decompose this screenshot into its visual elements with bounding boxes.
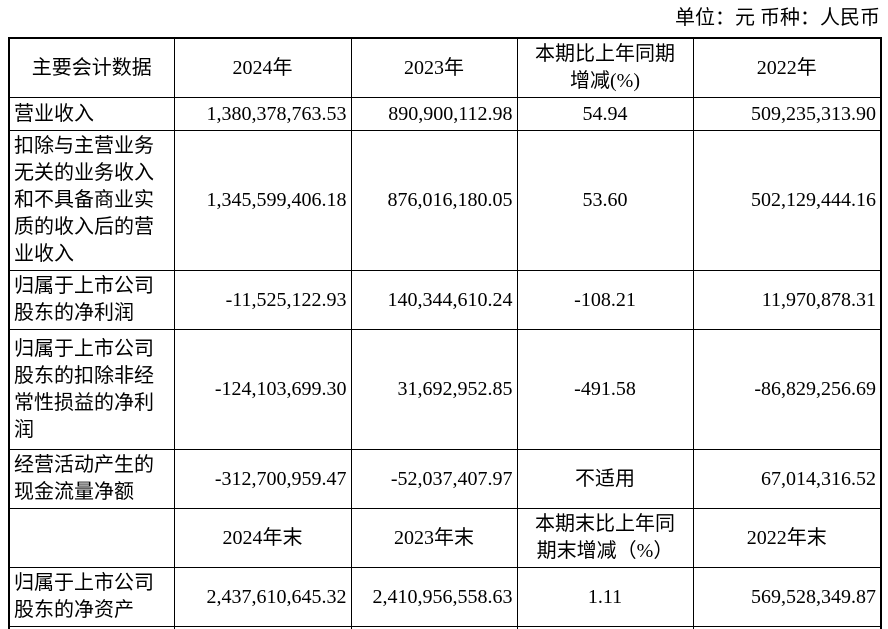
row-label: 归属于上市公司股东的扣除非经常性损益的净利润 (8, 329, 175, 450)
period-end-header-row: 2024年末 2023年末 本期末比上年同 期末增减（%） 2022年末 (8, 508, 882, 568)
row-label: 归属于上市公司股东的净资产 (8, 567, 175, 627)
table-row-revenue: 营业收入 1,380,378,763.53 890,900,112.98 54.… (8, 97, 882, 131)
header-end-2023: 2023年末 (350, 508, 518, 568)
row-label: 营业收入 (8, 97, 175, 131)
header-year-2022: 2022年 (692, 37, 882, 98)
value-2024: 1,380,378,763.53 (173, 97, 352, 131)
key-accounting-data-table: 主要会计数据 2024年 2023年 本期比上年同期 增减(%) 2022年 营… (8, 37, 882, 629)
table-row-net-profit: 归属于上市公司股东的净利润 -11,525,122.93 140,344,610… (8, 270, 882, 330)
value-2024: -11,525,122.93 (173, 270, 352, 330)
value-2024: 2,437,610,645.32 (173, 567, 352, 627)
value-2022: 11,970,878.31 (692, 270, 882, 330)
table-row-net-profit-excluding-nonrecurring: 归属于上市公司股东的扣除非经常性损益的净利润 -124,103,699.30 3… (8, 329, 882, 450)
header-period-end-change-line2: 期末增减（%） (536, 540, 674, 562)
table-row-total-assets: 总资产 4,207,957,413.91 3,428,017,518.02 22… (8, 626, 882, 629)
table-row-revenue-excluding-unrelated: 扣除与主营业务无关的业务收入和不具备商业实质的收入后的营业收入 1,345,59… (8, 130, 882, 271)
value-2024: 1,345,599,406.18 (173, 130, 352, 271)
value-change: 不适用 (516, 449, 694, 509)
row-label: 经营活动产生的现金流量净额 (8, 449, 175, 509)
header-period-end-change-line1: 本期末比上年同 (535, 513, 675, 535)
value-2023: 2,410,956,558.63 (350, 567, 518, 627)
value-2022: 569,528,349.87 (692, 567, 882, 627)
value-2022: 1,660,586,174.02 (692, 626, 882, 629)
value-2023: 140,344,610.24 (350, 270, 518, 330)
header-year-2023: 2023年 (350, 37, 518, 98)
header-year-2024: 2024年 (173, 37, 352, 98)
header-period-end-change: 本期末比上年同 期末增减（%） (516, 508, 694, 568)
value-change: -108.21 (516, 270, 694, 330)
header-end-2024: 2024年末 (173, 508, 352, 568)
value-change: -491.58 (516, 329, 694, 450)
table-row-net-assets: 归属于上市公司股东的净资产 2,437,610,645.32 2,410,956… (8, 567, 882, 627)
unit-currency-note: 单位：元 币种：人民币 (675, 7, 880, 29)
header-yoy-change-line2: 增减(%) (570, 70, 640, 92)
value-2023: 31,692,952.85 (350, 329, 518, 450)
value-change: 53.60 (516, 130, 694, 271)
value-2023: -52,037,407.97 (350, 449, 518, 509)
value-2022: 509,235,313.90 (692, 97, 882, 131)
header-yoy-change: 本期比上年同期 增减(%) (516, 37, 694, 98)
value-change: 1.11 (516, 567, 694, 627)
value-2023: 890,900,112.98 (350, 97, 518, 131)
value-2023: 876,016,180.05 (350, 130, 518, 271)
row-label: 归属于上市公司股东的净利润 (8, 270, 175, 330)
header-yoy-change-line1: 本期比上年同期 (535, 43, 675, 65)
table-row-operating-cash-flow: 经营活动产生的现金流量净额 -312,700,959.47 -52,037,40… (8, 449, 882, 509)
value-change: 54.94 (516, 97, 694, 131)
value-2022: -86,829,256.69 (692, 329, 882, 450)
header-end-2022: 2022年末 (692, 508, 882, 568)
value-2022: 502,129,444.16 (692, 130, 882, 271)
value-2022: 67,014,316.52 (692, 449, 882, 509)
value-2024: -124,103,699.30 (173, 329, 352, 450)
annual-header-row: 主要会计数据 2024年 2023年 本期比上年同期 增减(%) 2022年 (8, 37, 882, 98)
row-label: 扣除与主营业务无关的业务收入和不具备商业实质的收入后的营业收入 (8, 130, 175, 271)
header-empty (8, 508, 175, 568)
header-main-indicator: 主要会计数据 (8, 37, 175, 98)
value-2024: -312,700,959.47 (173, 449, 352, 509)
